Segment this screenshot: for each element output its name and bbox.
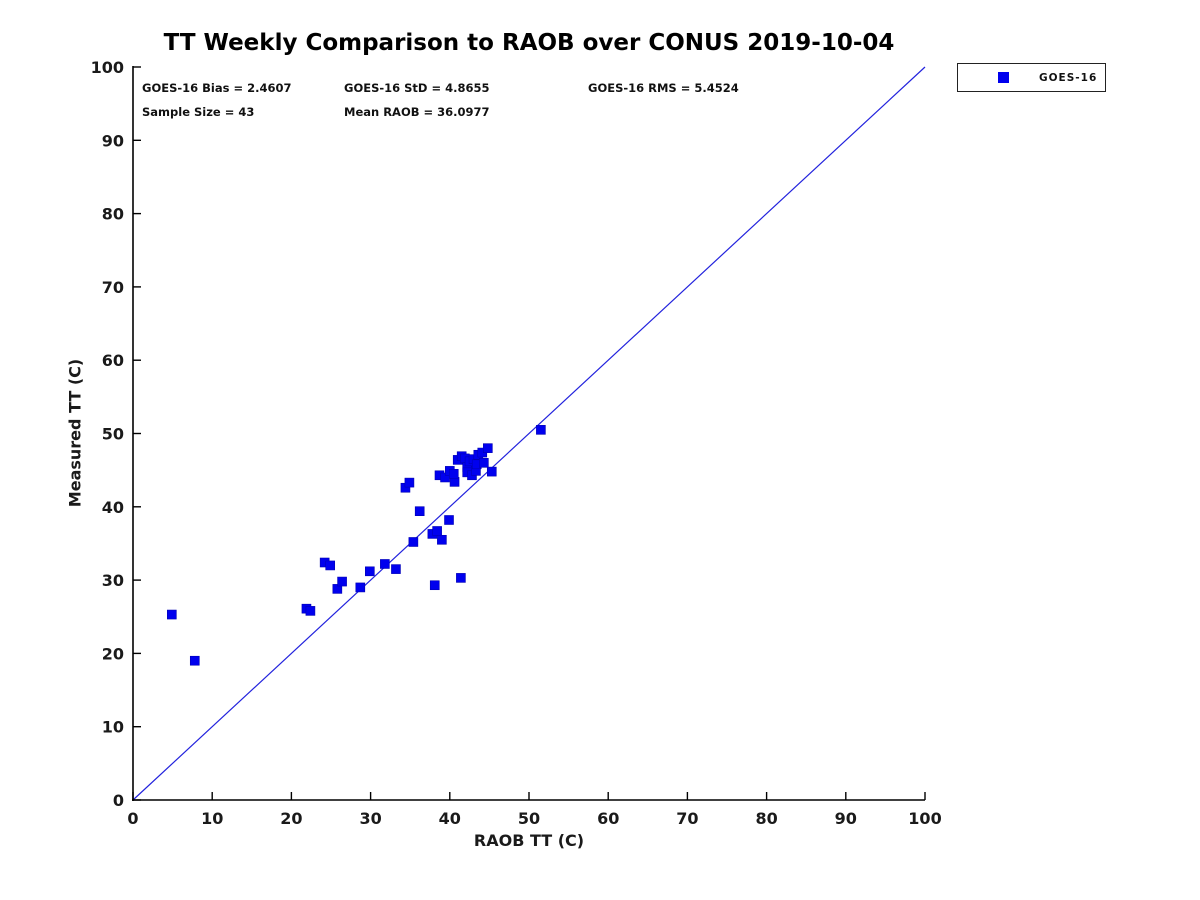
scatter-point	[479, 458, 489, 468]
x-tick-label: 50	[518, 809, 540, 828]
x-tick-label: 90	[835, 809, 857, 828]
scatter-point	[444, 515, 454, 525]
stat-std: GOES-16 StD = 4.8655	[344, 81, 490, 95]
scatter-point	[456, 573, 466, 583]
y-tick-label: 0	[113, 791, 124, 810]
y-tick-label: 40	[102, 498, 124, 517]
scatter-point	[305, 606, 316, 616]
x-tick-label: 30	[359, 809, 381, 828]
scatter-point	[355, 582, 366, 593]
scatter-point	[536, 425, 546, 435]
scatter-point	[404, 477, 415, 488]
chart-title: TT Weekly Comparison to RAOB over CONUS …	[163, 30, 895, 56]
stat-sample-size: Sample Size = 43	[142, 105, 255, 119]
scatter-point	[167, 609, 177, 620]
scatter-point	[414, 506, 425, 516]
x-tick-label: 10	[201, 809, 223, 828]
scatter-point	[429, 580, 440, 591]
scatter-point	[391, 564, 401, 574]
y-tick-label: 90	[102, 131, 124, 150]
y-tick-label: 70	[102, 278, 124, 297]
scatter-point	[380, 559, 390, 569]
y-axis-title: Measured TT (C)	[65, 358, 85, 508]
scatter-point	[448, 469, 459, 479]
y-tick-label: 100	[91, 58, 124, 77]
legend: GOES-16	[957, 63, 1106, 92]
stat-bias: GOES-16 Bias = 2.4607	[142, 81, 292, 95]
scatter-point	[432, 526, 442, 536]
y-tick-label: 80	[102, 205, 124, 224]
scatter-point	[408, 537, 419, 547]
scatter-point	[437, 534, 447, 545]
scatter-point	[365, 566, 375, 577]
stat-mean-raob: Mean RAOB = 36.0977	[344, 105, 490, 119]
x-tick-label: 40	[439, 809, 461, 828]
identity-line	[132, 66, 926, 801]
y-tick-label: 10	[102, 718, 124, 737]
y-tick-label: 50	[102, 425, 124, 444]
y-tick-label: 60	[102, 351, 124, 370]
y-tick-label: 30	[102, 571, 124, 590]
x-tick-label: 60	[597, 809, 619, 828]
x-tick-label: 80	[755, 809, 777, 828]
x-tick-label: 100	[908, 809, 941, 828]
x-axis-title: RAOB TT (C)	[473, 831, 585, 850]
scatter-point	[449, 477, 460, 487]
stat-rms: GOES-16 RMS = 5.4524	[588, 81, 739, 95]
scatter-point	[483, 443, 493, 453]
x-tick-label: 70	[676, 809, 698, 828]
legend-square-marker-icon	[998, 72, 1009, 83]
y-tick-label: 20	[102, 644, 124, 663]
scatter-point	[189, 655, 200, 666]
scatter-point	[337, 576, 347, 587]
x-tick-label: 20	[280, 809, 302, 828]
x-tick-label: 0	[127, 809, 138, 828]
scatter-point	[486, 466, 497, 477]
legend-entry-label: GOES-16	[1039, 71, 1098, 84]
scatter-point	[325, 560, 336, 571]
